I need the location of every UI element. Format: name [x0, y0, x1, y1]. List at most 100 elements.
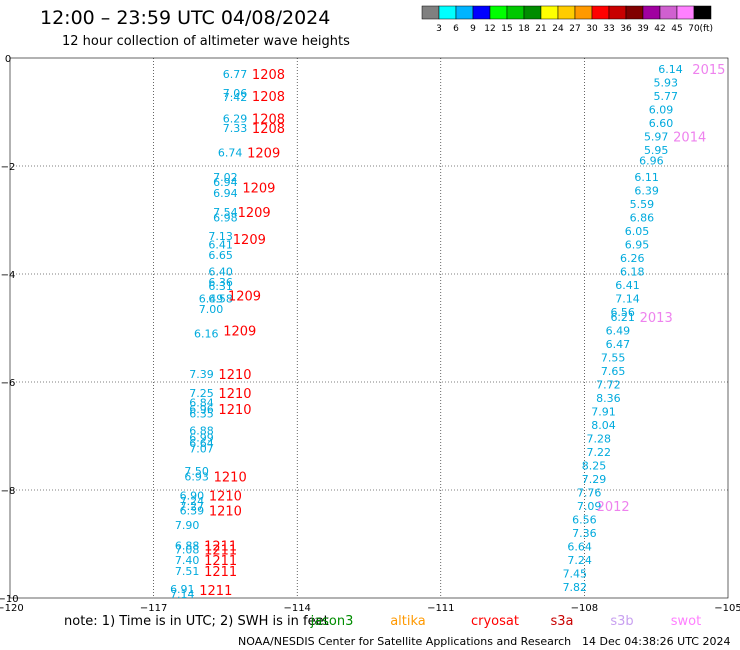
legend-swatch [438, 5, 457, 20]
y-axis-ticks: 0 −2 −4 −6 −8 −10 [0, 54, 19, 605]
swh-point: 7.24 [567, 554, 592, 567]
swh-point: 6.94 [213, 176, 238, 189]
swh-point: 7.40 [175, 554, 200, 567]
legend-label: 36 [620, 24, 632, 34]
swh-point: 8.25 [582, 460, 607, 473]
x-tick-label: −108 [571, 603, 598, 614]
swh-point: 6.36 [208, 276, 233, 289]
swh-point: 6.60 [649, 117, 674, 130]
legend-label: 33 [603, 24, 614, 34]
legend-label: 24 [552, 24, 564, 34]
swh-point: 7.00 [199, 303, 224, 316]
swh-point: 7.27 [180, 500, 205, 513]
swh-point: 7.42 [223, 91, 248, 104]
swh-point: 6.47 [606, 338, 631, 351]
cycle-label: 1209 [223, 325, 256, 340]
cycle-label: 1208 [252, 68, 285, 83]
swh-point: 6.05 [625, 225, 650, 238]
cycle-label: 1211 [199, 584, 232, 599]
swh-point: 7.14 [615, 292, 640, 305]
swh-point: 6.84 [189, 397, 214, 410]
swh-point: 7.09 [577, 500, 602, 513]
swh-point: 6.11 [634, 171, 659, 184]
legend-swatch [676, 5, 695, 20]
cycle-label-alt: 2015 [692, 63, 725, 78]
swh-point: 7.22 [587, 446, 612, 459]
x-tick-label: −117 [140, 603, 167, 614]
y-tick-label: −2 [1, 162, 16, 173]
swh-point: 5.59 [630, 198, 655, 211]
cycle-label-alt: 2012 [597, 500, 630, 515]
swh-point: 7.72 [596, 379, 621, 392]
legend-label: 3 [436, 24, 442, 34]
swh-point: 6.65 [208, 249, 233, 262]
cycle-label: 1209 [242, 182, 275, 197]
cycle-label: 1209 [247, 147, 280, 162]
swh-point: 6.86 [630, 211, 655, 224]
legend-label: 70 [688, 24, 700, 34]
swh-point: 7.33 [223, 122, 248, 135]
swh-point: 7.14 [170, 588, 195, 601]
chart-subtitle: 12 hour collection of altimeter wave hei… [62, 34, 350, 49]
swh-point: 6.41 [208, 238, 233, 251]
swh-point: 7.45 [563, 568, 588, 581]
satellite-label: cryosat [471, 614, 519, 629]
cycle-label: 1211 [204, 565, 237, 580]
legend-unit: (ft) [699, 24, 713, 34]
cycle-label: 1209 [238, 206, 271, 221]
cycle-label: 1210 [209, 505, 242, 520]
x-tick-label: −111 [427, 603, 454, 614]
swh-point: 7.54 [213, 206, 238, 219]
swh-point: 6.56 [572, 514, 597, 527]
cycle-label-alt: 2014 [673, 130, 706, 145]
swh-point: 6.98 [213, 211, 238, 224]
y-tick-label: −6 [1, 378, 16, 389]
swh-point: 7.08 [175, 543, 200, 556]
legend-label: 42 [654, 24, 665, 34]
legend-swatch [472, 5, 491, 20]
swh-point: 6.88 [189, 425, 214, 438]
y-tick-label: −4 [1, 270, 16, 281]
legend-swatch [506, 5, 525, 20]
swh-point: 6.99 [189, 432, 214, 445]
swh-point: 6.41 [615, 279, 640, 292]
swh-point: 7.91 [591, 406, 616, 419]
swh-point: 7.36 [572, 527, 597, 540]
cycle-label: 1208 [252, 90, 285, 105]
footer-timestamp: 14 Dec 04:38:26 UTC 2024 [582, 635, 730, 648]
legend-swatch [523, 5, 542, 20]
swh-point: 6.56 [610, 306, 635, 319]
swh-point: 6.96 [639, 155, 664, 168]
legend-label: 39 [637, 24, 649, 34]
legend-swatch [455, 5, 474, 20]
swh-point: 6.74 [218, 147, 243, 160]
swh-point: 6.64 [567, 541, 592, 554]
swh-point: 6.35 [189, 407, 214, 420]
legend-swatch [557, 5, 576, 20]
cycle-label: 1210 [218, 368, 251, 383]
legend-swatch [608, 5, 627, 20]
swh-point: 8.36 [596, 392, 621, 405]
cycle-label: 1208 [252, 112, 285, 127]
legend-label: 21 [535, 24, 546, 34]
x-tick-label: −120 [0, 603, 24, 614]
footer-credit: NOAA/NESDIS Center for Satellite Applica… [238, 635, 571, 648]
swh-point: 7.28 [587, 433, 612, 446]
swh-point: 6.31 [208, 280, 233, 293]
swh-point: 6.91 [170, 583, 195, 596]
x-axis-ticks: −120 −117 −114 −111 −108 −105 [0, 603, 740, 614]
cycle-label-alt: 2013 [640, 311, 673, 326]
swh-point: 6.49 [606, 325, 631, 338]
swh-point: 5.93 [654, 76, 679, 89]
y-tick-label: −10 [0, 594, 19, 605]
swh-point: 7.90 [175, 519, 200, 532]
swh-point: 6.88 [175, 540, 200, 553]
chart-title: 12:00 – 23:59 UTC 04/08/2024 [40, 7, 330, 29]
x-tick-label: −114 [283, 603, 310, 614]
swh-point: 6.40 [208, 265, 233, 278]
swh-point: 7.29 [582, 473, 607, 486]
cycle-labels-alt: 2015 2014 2013 2012 [597, 63, 726, 515]
swh-point: 6.77 [223, 68, 248, 81]
cycle-labels: 1208120812081208120912091209120912091209… [199, 68, 285, 599]
